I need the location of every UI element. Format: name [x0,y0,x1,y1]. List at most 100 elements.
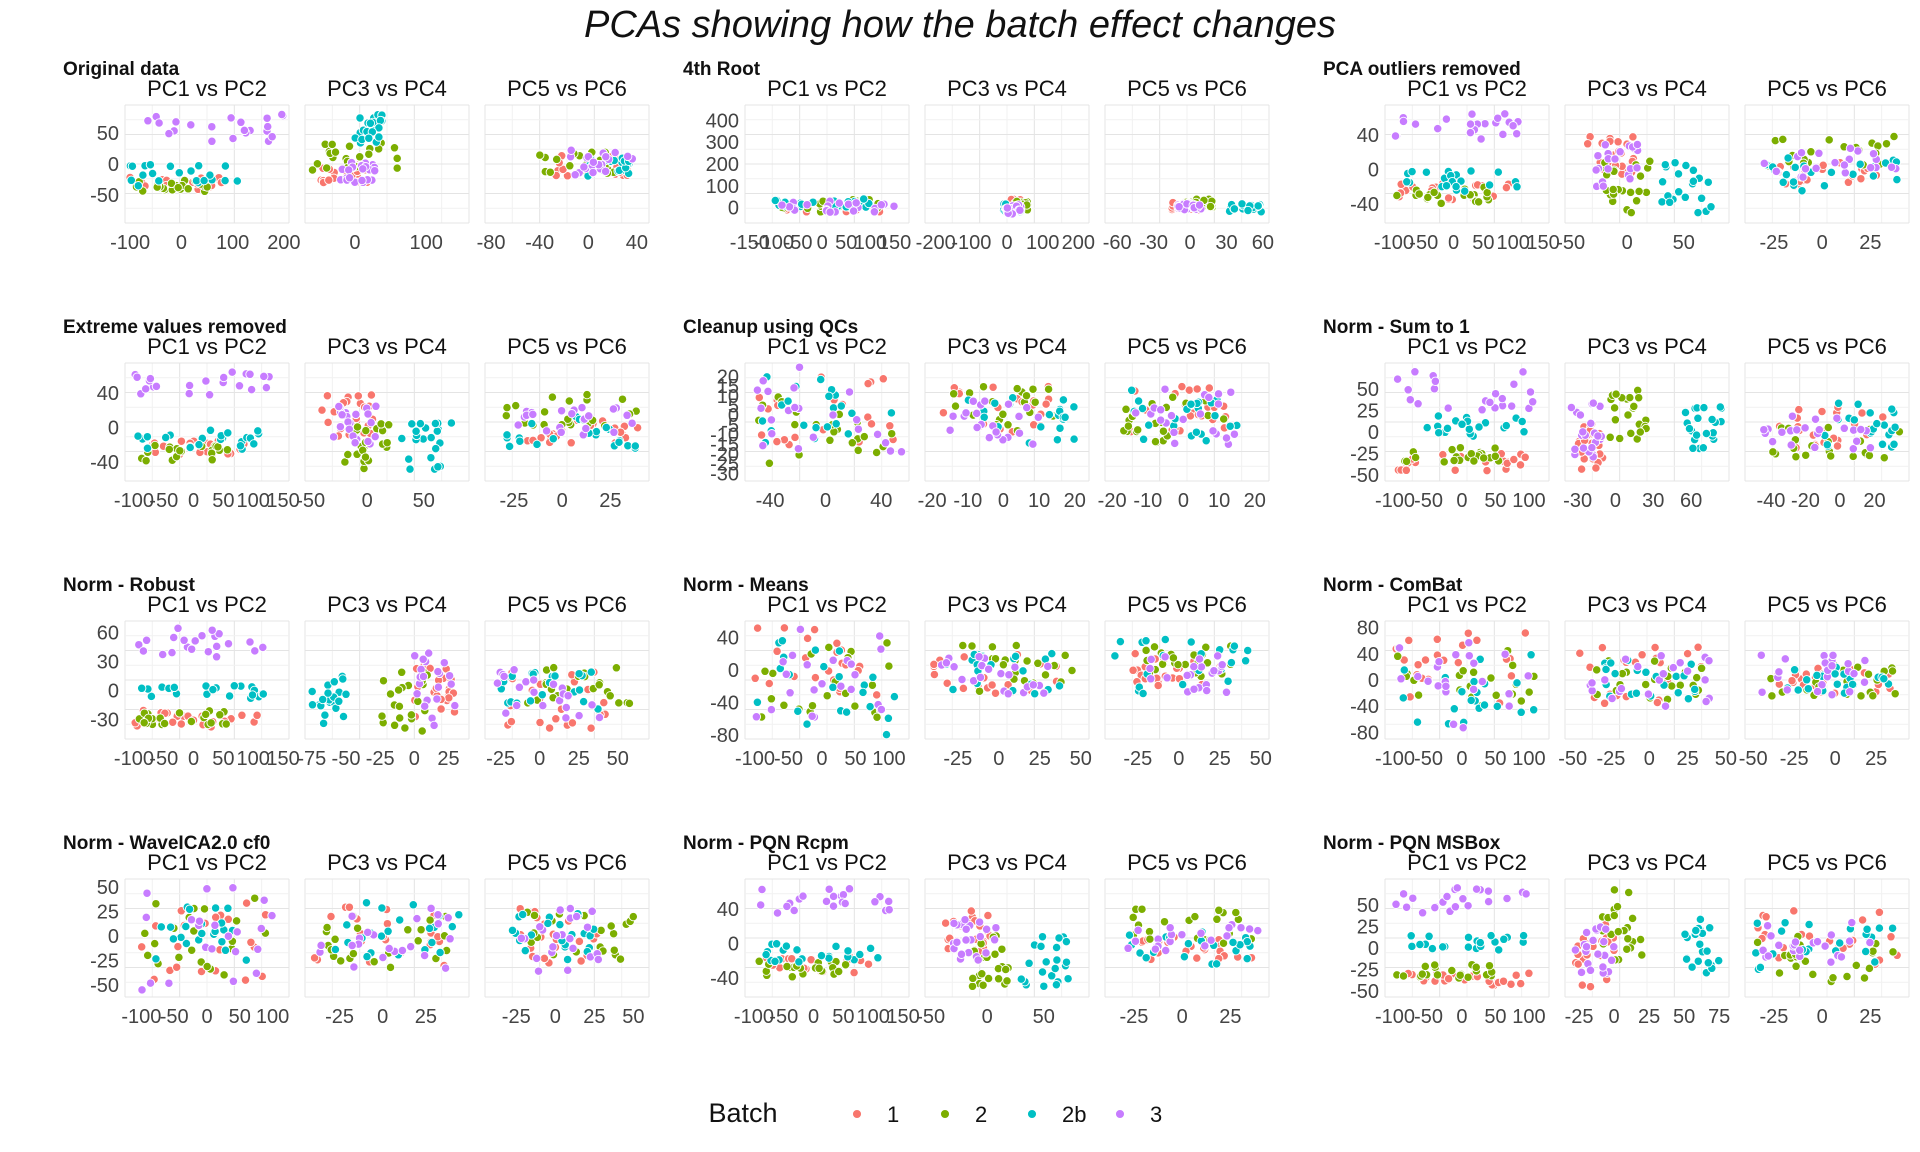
y-tick-label: -25 [90,951,119,973]
data-point-batch-3 [1253,925,1263,936]
data-point-batch-2 [348,948,359,959]
data-point-batch-3 [154,118,164,128]
y-tick-label: 0 [1368,938,1379,960]
data-point-batch-2b [834,646,845,656]
x-tick-label: 0 [1173,748,1184,770]
data-point-batch-3 [1166,410,1177,421]
data-point-batch-2 [754,956,764,966]
data-point-batch-1 [1585,981,1596,992]
data-point-batch-2 [766,694,777,704]
data-point-batch-3 [1598,962,1608,972]
data-point-batch-3 [1433,681,1443,691]
data-point-batch-3 [267,132,277,142]
data-point-batch-2b [133,431,143,441]
data-point-batch-2 [1043,384,1054,394]
data-point-batch-2 [140,928,150,939]
data-point-batch-3 [444,671,455,681]
data-point-batch-3 [210,920,220,930]
data-point-batch-3 [1600,675,1610,685]
data-point-batch-2 [790,419,800,430]
data-point-batch-2b [220,161,231,171]
data-point-batch-2b [507,925,518,936]
data-point-batch-2 [1149,642,1160,652]
data-point-batch-3 [565,903,575,914]
x-tick-label: -100 [734,1006,774,1028]
y-tick-label: 60 [97,623,119,645]
data-point-batch-3 [1759,158,1769,169]
data-point-batch-2b [1422,422,1432,433]
gridlines [744,104,910,224]
data-point-batch-1 [1472,635,1482,645]
data-point-batch-1 [1506,671,1517,681]
data-point-batch-3 [1497,393,1507,404]
data-point-batch-3 [245,637,255,647]
data-point-batch-2b [1793,685,1803,695]
data-point-batch-2 [1123,421,1134,431]
data-point-batch-3 [889,201,899,211]
data-point-batch-1 [137,942,147,952]
data-point-batch-2b [792,945,802,955]
data-point-batch-3 [821,896,832,907]
x-tick-label: 50 [1673,1006,1695,1028]
data-point-batch-1 [353,391,363,401]
data-point-batch-3 [1615,147,1625,157]
x-tick-label: -150 [730,232,770,254]
data-point-batch-2b [578,696,589,707]
data-point-batch-3 [201,376,211,386]
data-point-batch-1 [878,374,888,384]
data-point-batch-2 [1605,432,1615,442]
data-point-batch-2b [1229,204,1240,214]
data-point-batch-1 [1599,698,1610,708]
data-point-batch-2b [1442,423,1453,434]
data-point-batch-2 [352,923,363,933]
data-point-batch-3 [532,953,542,964]
data-point-batch-3 [1759,425,1769,435]
data-point-batch-1 [1482,465,1492,476]
subplot-title: PC3 vs PC4 [1587,850,1707,875]
x-tick-label: 0 [1608,1006,1619,1028]
data-point-batch-2b [147,168,158,179]
data-point-batch-1 [1128,665,1138,675]
subplot-title: PC1 vs PC2 [767,850,887,875]
data-point-batch-2b [137,683,147,693]
subplot-title: PC1 vs PC2 [1407,850,1527,875]
data-point-batch-2 [1768,447,1778,457]
x-tick-label: 0 [998,490,1009,512]
x-tick-label: 50 [844,748,866,770]
data-point-batch-3 [565,933,575,944]
x-tick-label: 10 [1028,490,1050,512]
data-point-batch-2 [624,698,635,709]
data-point-batch-3 [1476,134,1486,144]
data-point-batch-2b [1484,180,1495,190]
data-point-batch-2 [1011,640,1021,651]
data-point-batch-3 [187,644,197,654]
data-point-batch-3 [582,922,593,932]
data-point-batch-3 [1160,384,1170,394]
data-point-batch-2b [1225,421,1235,431]
data-point-batch-2 [884,661,894,671]
data-point-batch-2 [1627,913,1638,924]
data-point-batch-3 [179,635,189,645]
data-point-batch-2b [1797,186,1807,196]
data-point-batch-2 [215,710,225,720]
data-point-batch-2 [1859,973,1870,983]
data-point-batch-3 [223,931,234,941]
data-point-batch-2 [1516,696,1526,706]
data-point-batch-3 [259,895,269,905]
data-point-batch-3 [1588,935,1598,946]
data-point-batch-3 [1591,165,1601,175]
data-point-batch-3 [1512,129,1522,139]
data-point-batch-2b [205,170,215,180]
y-tick-label: 80 [1357,618,1379,640]
subplot-title: PC3 vs PC4 [947,334,1067,359]
data-point-batch-3 [1221,433,1232,443]
data-point-batch-3 [227,367,237,377]
data-point-batch-3 [528,409,538,420]
data-point-batch-3 [239,125,250,136]
data-point-batch-1 [929,669,940,680]
data-point-batch-3 [795,624,806,635]
